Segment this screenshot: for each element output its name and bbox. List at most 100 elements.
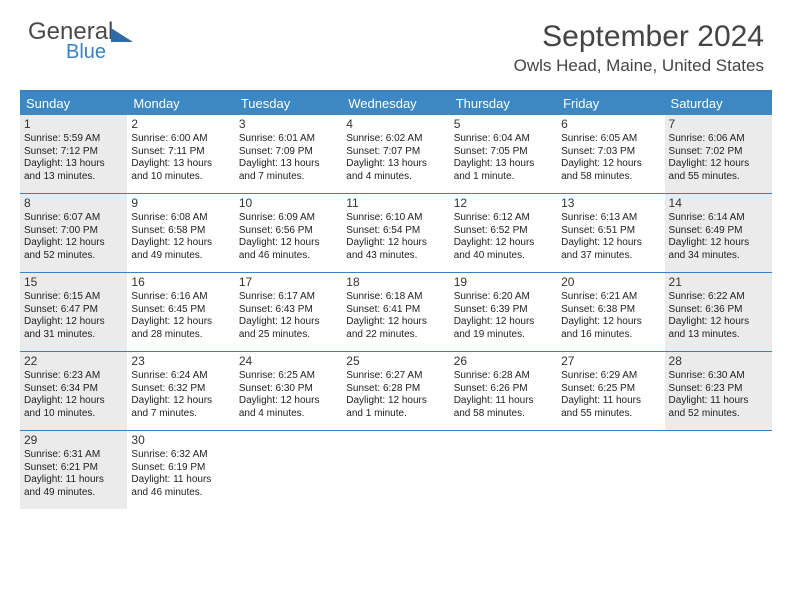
daylight-text-1: Daylight: 12 hours xyxy=(669,316,768,329)
day-number: 26 xyxy=(454,354,553,369)
sunrise-text: Sunrise: 6:09 AM xyxy=(239,212,338,225)
day-cell: 17Sunrise: 6:17 AMSunset: 6:43 PMDayligh… xyxy=(235,273,342,351)
daylight-text-1: Daylight: 12 hours xyxy=(346,395,445,408)
day-cell: 14Sunrise: 6:14 AMSunset: 6:49 PMDayligh… xyxy=(665,194,772,272)
daylight-text-2: and 55 minutes. xyxy=(561,408,660,421)
sunset-text: Sunset: 7:02 PM xyxy=(669,146,768,159)
daylight-text-1: Daylight: 12 hours xyxy=(131,237,230,250)
sunrise-text: Sunrise: 6:08 AM xyxy=(131,212,230,225)
day-cell: 29Sunrise: 6:31 AMSunset: 6:21 PMDayligh… xyxy=(20,431,127,509)
sunset-text: Sunset: 6:36 PM xyxy=(669,304,768,317)
sunrise-text: Sunrise: 6:05 AM xyxy=(561,133,660,146)
daylight-text-2: and 13 minutes. xyxy=(24,171,123,184)
day-number: 4 xyxy=(346,117,445,132)
daylight-text-1: Daylight: 12 hours xyxy=(24,316,123,329)
daylight-text-1: Daylight: 12 hours xyxy=(131,316,230,329)
sunset-text: Sunset: 6:23 PM xyxy=(669,383,768,396)
daylight-text-2: and 49 minutes. xyxy=(131,250,230,263)
daylight-text-2: and 43 minutes. xyxy=(346,250,445,263)
sunrise-text: Sunrise: 6:24 AM xyxy=(131,370,230,383)
sunrise-text: Sunrise: 6:07 AM xyxy=(24,212,123,225)
daylight-text-1: Daylight: 12 hours xyxy=(454,316,553,329)
dow-cell: Thursday xyxy=(450,92,557,115)
sunrise-text: Sunrise: 6:14 AM xyxy=(669,212,768,225)
daylight-text-2: and 49 minutes. xyxy=(24,487,123,500)
daylight-text-2: and 13 minutes. xyxy=(669,329,768,342)
daylight-text-1: Daylight: 12 hours xyxy=(239,316,338,329)
sunset-text: Sunset: 7:00 PM xyxy=(24,225,123,238)
sunrise-text: Sunrise: 6:12 AM xyxy=(454,212,553,225)
daylight-text-1: Daylight: 11 hours xyxy=(131,474,230,487)
day-cell: 2Sunrise: 6:00 AMSunset: 7:11 PMDaylight… xyxy=(127,115,234,193)
sunset-text: Sunset: 7:05 PM xyxy=(454,146,553,159)
sunset-text: Sunset: 6:19 PM xyxy=(131,462,230,475)
header: General Blue September 2024 Owls Head, M… xyxy=(0,0,792,84)
day-cell xyxy=(235,431,342,509)
daylight-text-2: and 10 minutes. xyxy=(24,408,123,421)
daylight-text-1: Daylight: 12 hours xyxy=(131,395,230,408)
sunrise-text: Sunrise: 6:32 AM xyxy=(131,449,230,462)
logo-text: General Blue xyxy=(28,20,133,62)
sunrise-text: Sunrise: 6:21 AM xyxy=(561,291,660,304)
day-cell: 4Sunrise: 6:02 AMSunset: 7:07 PMDaylight… xyxy=(342,115,449,193)
daylight-text-2: and 16 minutes. xyxy=(561,329,660,342)
week-row: 15Sunrise: 6:15 AMSunset: 6:47 PMDayligh… xyxy=(20,273,772,352)
day-number: 24 xyxy=(239,354,338,369)
sunrise-text: Sunrise: 6:02 AM xyxy=(346,133,445,146)
dow-cell: Wednesday xyxy=(342,92,449,115)
sunrise-text: Sunrise: 6:23 AM xyxy=(24,370,123,383)
dow-cell: Tuesday xyxy=(235,92,342,115)
week-row: 1Sunrise: 5:59 AMSunset: 7:12 PMDaylight… xyxy=(20,115,772,194)
sunrise-text: Sunrise: 6:25 AM xyxy=(239,370,338,383)
day-number: 18 xyxy=(346,275,445,290)
day-cell: 19Sunrise: 6:20 AMSunset: 6:39 PMDayligh… xyxy=(450,273,557,351)
day-number: 7 xyxy=(669,117,768,132)
sunset-text: Sunset: 6:43 PM xyxy=(239,304,338,317)
day-cell xyxy=(557,431,664,509)
sunrise-text: Sunrise: 6:01 AM xyxy=(239,133,338,146)
daylight-text-1: Daylight: 11 hours xyxy=(561,395,660,408)
day-cell: 10Sunrise: 6:09 AMSunset: 6:56 PMDayligh… xyxy=(235,194,342,272)
day-cell: 30Sunrise: 6:32 AMSunset: 6:19 PMDayligh… xyxy=(127,431,234,509)
sunrise-text: Sunrise: 6:27 AM xyxy=(346,370,445,383)
day-number: 6 xyxy=(561,117,660,132)
daylight-text-2: and 19 minutes. xyxy=(454,329,553,342)
daylight-text-2: and 22 minutes. xyxy=(346,329,445,342)
logo-triangle-icon xyxy=(111,26,133,46)
day-number: 19 xyxy=(454,275,553,290)
day-cell: 23Sunrise: 6:24 AMSunset: 6:32 PMDayligh… xyxy=(127,352,234,430)
day-cell: 13Sunrise: 6:13 AMSunset: 6:51 PMDayligh… xyxy=(557,194,664,272)
daylight-text-2: and 28 minutes. xyxy=(131,329,230,342)
daylight-text-1: Daylight: 12 hours xyxy=(24,395,123,408)
logo: General Blue xyxy=(28,20,133,62)
sunset-text: Sunset: 7:09 PM xyxy=(239,146,338,159)
day-number: 16 xyxy=(131,275,230,290)
calendar: SundayMondayTuesdayWednesdayThursdayFrid… xyxy=(20,90,772,509)
day-number: 15 xyxy=(24,275,123,290)
daylight-text-1: Daylight: 12 hours xyxy=(561,158,660,171)
sunset-text: Sunset: 7:07 PM xyxy=(346,146,445,159)
day-number: 22 xyxy=(24,354,123,369)
sunrise-text: Sunrise: 6:20 AM xyxy=(454,291,553,304)
day-number: 25 xyxy=(346,354,445,369)
sunset-text: Sunset: 6:52 PM xyxy=(454,225,553,238)
daylight-text-2: and 4 minutes. xyxy=(346,171,445,184)
day-number: 10 xyxy=(239,196,338,211)
day-number: 21 xyxy=(669,275,768,290)
day-number: 1 xyxy=(24,117,123,132)
sunset-text: Sunset: 6:28 PM xyxy=(346,383,445,396)
day-cell: 27Sunrise: 6:29 AMSunset: 6:25 PMDayligh… xyxy=(557,352,664,430)
daylight-text-1: Daylight: 12 hours xyxy=(669,237,768,250)
sunrise-text: Sunrise: 6:16 AM xyxy=(131,291,230,304)
sunrise-text: Sunrise: 6:29 AM xyxy=(561,370,660,383)
daylight-text-1: Daylight: 13 hours xyxy=(24,158,123,171)
sunrise-text: Sunrise: 6:31 AM xyxy=(24,449,123,462)
daylight-text-2: and 58 minutes. xyxy=(561,171,660,184)
sunset-text: Sunset: 6:32 PM xyxy=(131,383,230,396)
sunrise-text: Sunrise: 6:04 AM xyxy=(454,133,553,146)
week-row: 22Sunrise: 6:23 AMSunset: 6:34 PMDayligh… xyxy=(20,352,772,431)
sunset-text: Sunset: 6:38 PM xyxy=(561,304,660,317)
daylight-text-1: Daylight: 13 hours xyxy=(346,158,445,171)
sunrise-text: Sunrise: 6:17 AM xyxy=(239,291,338,304)
daylight-text-2: and 25 minutes. xyxy=(239,329,338,342)
